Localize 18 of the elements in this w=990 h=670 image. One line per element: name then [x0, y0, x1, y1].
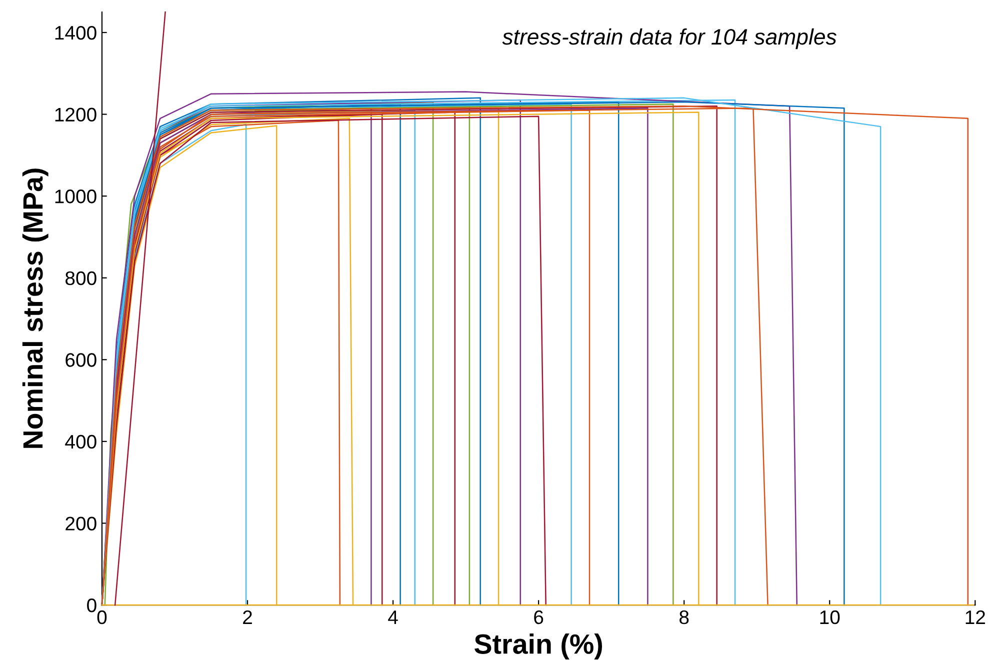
- x-tick-label: 10: [820, 610, 840, 624]
- x-tick-label: 6: [534, 610, 544, 624]
- y-tick-label: 400: [65, 434, 96, 449]
- x-tick-label: 2: [243, 610, 252, 624]
- x-tick-label: 4: [388, 610, 398, 624]
- y-tick-label: 800: [66, 271, 96, 286]
- y-axis-title: Nominal stress (MPa): [22, 168, 48, 448]
- y-tick-label: 1000: [55, 190, 96, 204]
- y-tick-label: 1200: [55, 108, 96, 122]
- x-axis-title: Strain (%): [474, 634, 602, 660]
- y-tick-label: 600: [66, 353, 96, 367]
- y-tick-label: 1400: [55, 26, 96, 40]
- x-tick-label: 8: [680, 610, 689, 624]
- annotation: stress-strain data for 104 samples: [502, 28, 836, 50]
- x-tick-label: 12: [966, 610, 985, 624]
- x-tick-label: 0: [97, 610, 107, 624]
- y-tick-label: 0: [87, 598, 96, 612]
- y-tick-label: 200: [66, 516, 96, 530]
